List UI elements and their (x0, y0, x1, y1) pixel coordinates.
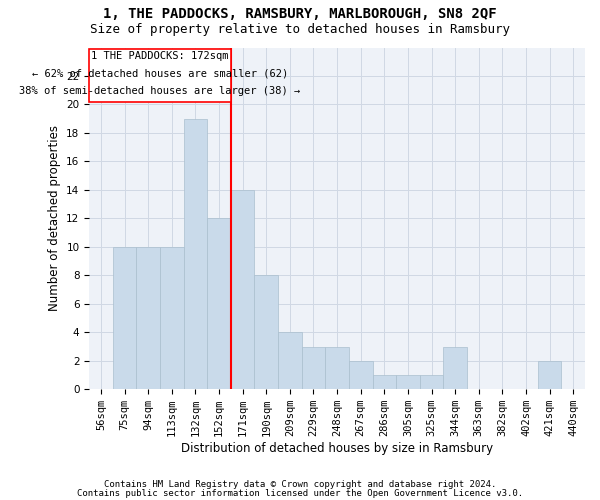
Bar (207, 218, 231, 389)
Bar (349, 360, 373, 389)
Bar (420, 375, 443, 389)
Bar (396, 375, 420, 389)
Bar (160, 247, 184, 389)
Text: Size of property relative to detached houses in Ramsbury: Size of property relative to detached ho… (90, 22, 510, 36)
Text: 1, THE PADDOCKS, RAMSBURY, MARLBOROUGH, SN8 2QF: 1, THE PADDOCKS, RAMSBURY, MARLBOROUGH, … (103, 8, 497, 22)
Text: 1 THE PADDOCKS: 172sqm: 1 THE PADDOCKS: 172sqm (91, 51, 229, 61)
Bar (184, 118, 207, 389)
Bar (373, 375, 396, 389)
X-axis label: Distribution of detached houses by size in Ramsbury: Distribution of detached houses by size … (181, 442, 493, 455)
Bar (136, 247, 160, 389)
Y-axis label: Number of detached properties: Number of detached properties (47, 126, 61, 312)
Bar (302, 346, 325, 389)
FancyBboxPatch shape (89, 49, 231, 102)
Bar (231, 190, 254, 389)
Text: ← 62% of detached houses are smaller (62): ← 62% of detached houses are smaller (62… (32, 68, 288, 78)
Bar (113, 247, 136, 389)
Bar (278, 332, 302, 389)
Bar (538, 360, 562, 389)
Bar (254, 276, 278, 389)
Bar (443, 346, 467, 389)
Text: Contains HM Land Registry data © Crown copyright and database right 2024.: Contains HM Land Registry data © Crown c… (104, 480, 496, 489)
Text: 38% of semi-detached houses are larger (38) →: 38% of semi-detached houses are larger (… (19, 86, 301, 96)
Bar (325, 346, 349, 389)
Text: Contains public sector information licensed under the Open Government Licence v3: Contains public sector information licen… (77, 488, 523, 498)
